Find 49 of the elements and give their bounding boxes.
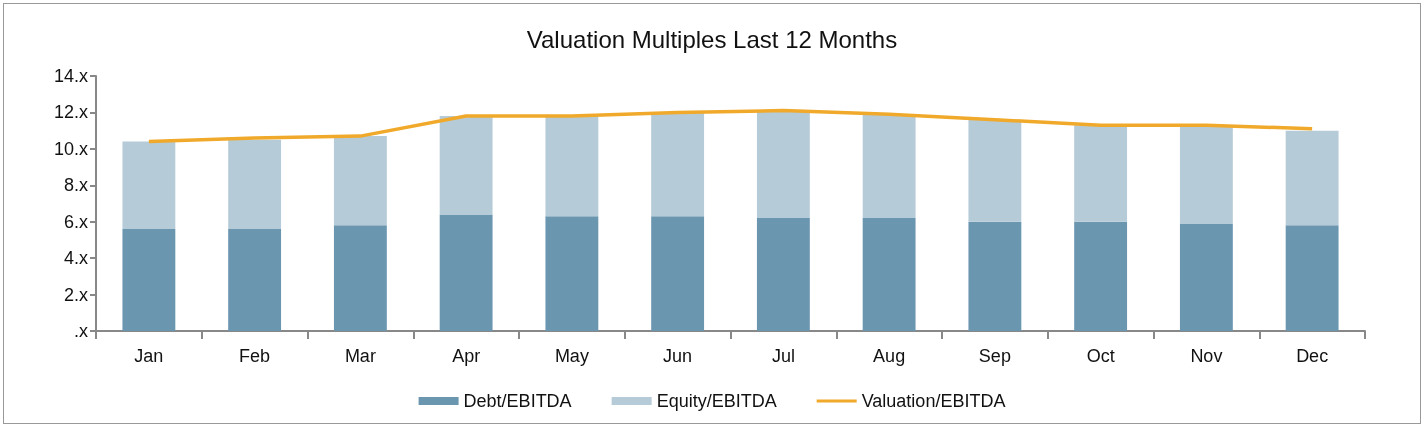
bar xyxy=(756,218,810,331)
x-tick-label: Jun xyxy=(663,346,693,366)
bar xyxy=(1179,127,1233,224)
chart-title: Valuation Multiples Last 12 Months xyxy=(526,25,898,53)
x-tick-label: Oct xyxy=(1086,346,1115,366)
bar xyxy=(1074,125,1128,222)
bar xyxy=(1074,221,1128,331)
bar xyxy=(122,229,176,331)
bar xyxy=(122,141,176,229)
bar xyxy=(333,225,387,331)
x-tick-label: Sep xyxy=(978,346,1011,366)
legend-label: Equity/EBITDA xyxy=(656,391,777,411)
bar xyxy=(439,214,493,331)
bar xyxy=(968,221,1022,331)
bar xyxy=(651,112,705,217)
legend-label: Debt/EBITDA xyxy=(463,391,572,411)
bar xyxy=(333,136,387,226)
x-tick-label: Aug xyxy=(873,346,906,366)
y-tick-label: 2.x xyxy=(63,284,88,305)
bar xyxy=(1285,130,1339,226)
bar xyxy=(545,116,599,217)
bar xyxy=(1179,223,1233,331)
x-tick-label: Jul xyxy=(771,346,795,366)
y-tick-label: 6.x xyxy=(63,211,88,232)
legend-label: Valuation/EBITDA xyxy=(861,391,1006,411)
x-tick-label: Feb xyxy=(239,346,271,366)
bar xyxy=(228,229,282,331)
x-tick-label: Mar xyxy=(344,346,376,366)
y-tick-label: .x xyxy=(73,321,88,341)
bar xyxy=(651,216,705,331)
y-tick-label: 10.x xyxy=(53,138,88,159)
bar xyxy=(228,139,282,229)
bar xyxy=(862,114,916,219)
x-tick-label: Nov xyxy=(1190,346,1223,366)
bar xyxy=(968,119,1022,222)
x-tick-label: Apr xyxy=(452,346,481,366)
bar xyxy=(545,216,599,331)
x-tick-label: Jan xyxy=(134,346,164,366)
bar xyxy=(1285,225,1339,331)
bar xyxy=(756,110,810,219)
x-tick-label: Dec xyxy=(1296,346,1329,366)
y-tick-label: 8.x xyxy=(63,175,88,196)
y-tick-label: 14.x xyxy=(53,66,88,86)
bar xyxy=(862,218,916,331)
y-tick-label: 4.x xyxy=(63,248,88,269)
y-tick-label: 12.x xyxy=(53,102,88,123)
bar xyxy=(439,116,493,215)
line-series xyxy=(147,108,1314,144)
x-tick-label: May xyxy=(554,346,589,366)
